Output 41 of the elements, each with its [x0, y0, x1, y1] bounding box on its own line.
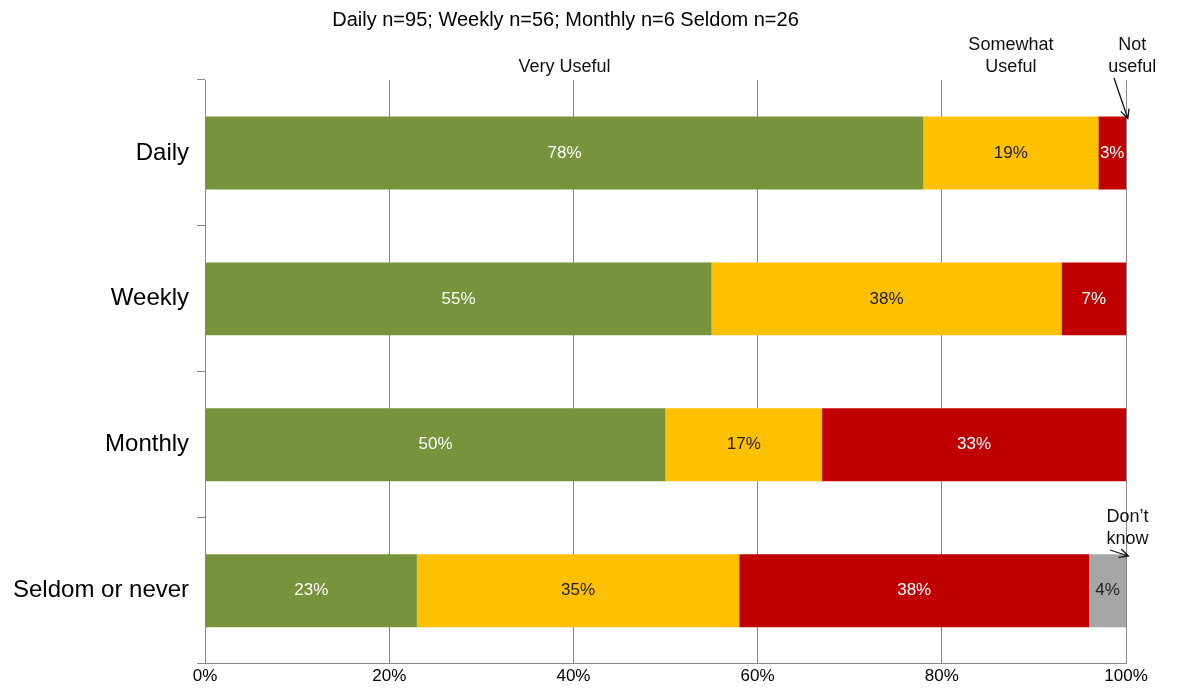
bar: [1098, 116, 1126, 190]
y-tick-label: Seldom or never: [12, 575, 190, 603]
bar: [416, 554, 740, 628]
x-tick-label: 60%: [740, 666, 775, 686]
bar: [205, 408, 666, 482]
data-label: 55%: [441, 288, 476, 308]
bar: [1089, 554, 1126, 628]
bar: [205, 116, 924, 190]
chart-title: Daily n=95; Weekly n=56; Monthly n=6 Seldom n=26: [332, 7, 799, 30]
x-tick-label: 20%: [372, 666, 407, 686]
bar: [739, 554, 1090, 628]
y-tick-label: Daily: [135, 137, 190, 165]
bar: [665, 408, 823, 482]
x-tick-label: 100%: [1104, 666, 1148, 686]
data-label: 33%: [957, 434, 992, 454]
bar: [205, 262, 712, 336]
data-label: 23%: [294, 580, 329, 600]
text: Very Useful: [518, 56, 611, 76]
data-label: 3%: [1099, 142, 1125, 162]
y-tick-label: Weekly: [110, 283, 190, 311]
bar: [711, 262, 1062, 336]
data-label: 50%: [418, 434, 453, 454]
data-label: 17%: [726, 434, 761, 454]
x-tick-label: 40%: [556, 666, 591, 686]
y-tick-label: Monthly: [105, 429, 190, 457]
bar: [822, 408, 1126, 482]
x-tick-label: 0%: [192, 666, 218, 686]
bar: [1061, 262, 1126, 336]
bar: [205, 554, 417, 628]
data-label: 78%: [547, 142, 582, 162]
data-label: 7%: [1081, 288, 1107, 308]
data-label: 38%: [897, 580, 932, 600]
data-label: 4%: [1095, 580, 1120, 600]
text: Somewhat Useful: [968, 34, 1054, 76]
data-label: 35%: [561, 580, 596, 600]
series-label: Don’t know: [1106, 506, 1150, 549]
bar: [923, 116, 1099, 190]
data-label: 19%: [993, 142, 1028, 162]
data-label: 38%: [869, 288, 904, 308]
text: Not useful: [1108, 34, 1157, 76]
x-tick-label: 80%: [924, 666, 959, 686]
